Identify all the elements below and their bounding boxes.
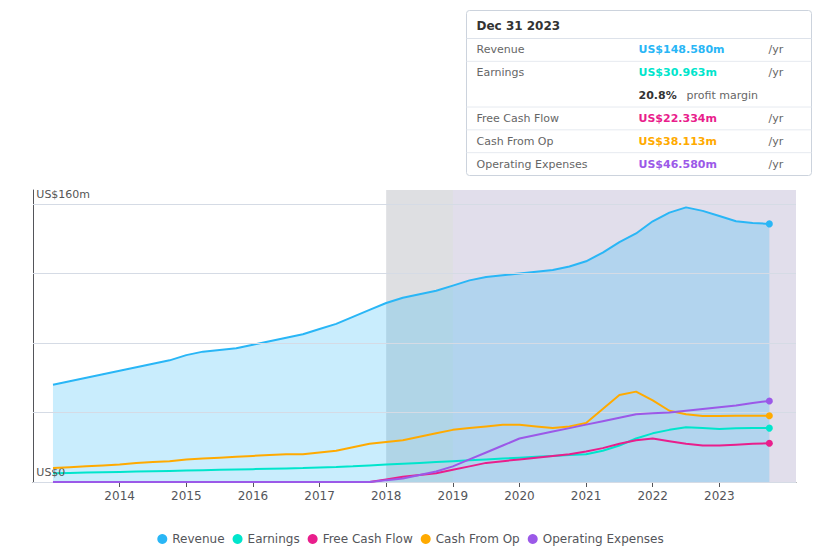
svg-text:Revenue: Revenue [477,43,525,56]
svg-text:Revenue: Revenue [172,532,224,546]
svg-text:/yr: /yr [769,135,784,148]
svg-text:2021: 2021 [571,489,602,503]
svg-text:2014: 2014 [104,489,135,503]
svg-text:/yr: /yr [769,158,784,171]
svg-text:2022: 2022 [637,489,668,503]
svg-text:Cash From Op: Cash From Op [477,135,554,148]
svg-text:/yr: /yr [769,66,784,79]
svg-text:profit margin: profit margin [687,89,759,102]
svg-text:US$30.963m: US$30.963m [639,66,717,79]
svg-text:Cash From Op: Cash From Op [436,532,520,546]
svg-text:US$38.113m: US$38.113m [639,135,717,148]
svg-text:2015: 2015 [171,489,202,503]
svg-text:Earnings: Earnings [248,532,300,546]
svg-text:2018: 2018 [371,489,402,503]
svg-text:2016: 2016 [238,489,269,503]
svg-text:US$22.334m: US$22.334m [639,112,717,125]
svg-text:US$46.580m: US$46.580m [639,158,717,171]
svg-text:20.8%: 20.8% [639,89,677,102]
svg-text:Free Cash Flow: Free Cash Flow [477,112,560,125]
svg-text:US$160m: US$160m [36,188,90,201]
svg-text:2020: 2020 [504,489,535,503]
svg-text:/yr: /yr [769,43,784,56]
svg-text:2017: 2017 [304,489,335,503]
svg-text:/yr: /yr [769,112,784,125]
svg-text:2019: 2019 [438,489,469,503]
svg-text:2023: 2023 [704,489,735,503]
svg-text:US$148.580m: US$148.580m [639,43,725,56]
svg-text:Free Cash Flow: Free Cash Flow [323,532,413,546]
svg-text:Operating Expenses: Operating Expenses [543,532,664,546]
svg-text:Dec 31 2023: Dec 31 2023 [477,19,561,33]
svg-text:Earnings: Earnings [477,66,525,79]
svg-text:US$0: US$0 [36,466,66,480]
svg-text:Operating Expenses: Operating Expenses [477,158,588,171]
